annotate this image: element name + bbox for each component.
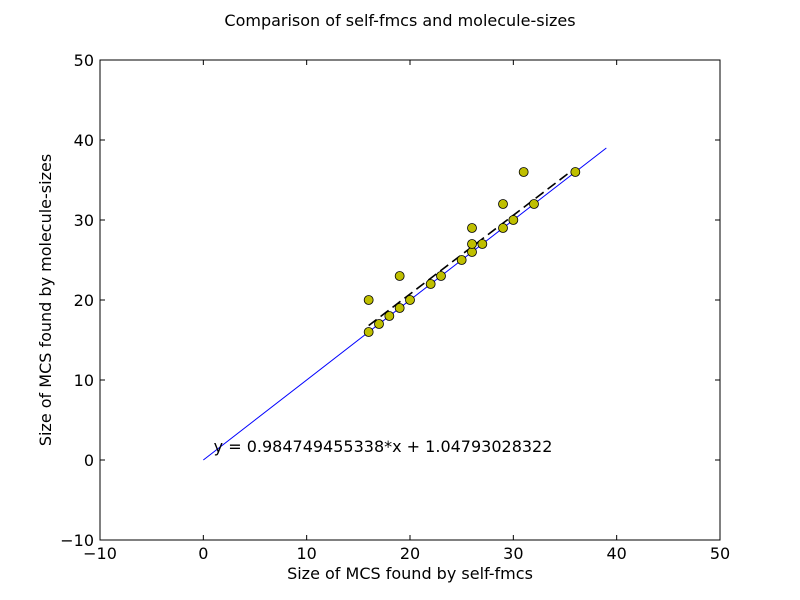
tick-layer: −10 0 10 20 30 40 50 −10 0 10 20 30 40 50 [60,51,730,563]
data-point [436,271,446,281]
y-tick-label: 30 [74,211,94,230]
y-tick-label: 20 [74,291,94,310]
line-layer [203,147,607,461]
data-point [405,295,415,305]
data-point [508,215,519,225]
x-tick-label: 10 [296,544,316,563]
data-point [363,327,374,337]
data-point [518,167,529,177]
x-tick-label: 30 [503,544,523,563]
x-tick-label: 50 [710,544,730,563]
y-tick-label: 10 [74,371,94,390]
data-point [394,303,405,313]
identity-line [203,147,607,461]
data-point [467,223,477,233]
y-tick-label: 50 [74,51,94,70]
x-tick-label: 20 [400,544,420,563]
x-axis-label: Size of MCS found by self-fmcs [287,564,533,583]
y-tick-label: 40 [74,131,94,150]
data-point [425,279,436,289]
data-point [467,239,477,249]
data-point [529,199,539,209]
x-tick-label: 0 [198,544,208,563]
data-point [498,223,508,233]
data-point [570,167,581,177]
chart-title: Comparison of self-fmcs and molecule-siz… [224,11,575,30]
point-layer [363,167,581,337]
data-point [394,271,405,281]
y-axis-label: Size of MCS found by molecule-sizes [36,154,55,446]
x-tick-label: −10 [83,544,117,563]
data-point [363,295,374,305]
y-tick-label: −10 [60,531,94,550]
data-point [477,239,488,249]
data-point [374,319,384,329]
y-tick-label: 0 [84,451,94,470]
data-point [456,255,467,265]
data-point [384,311,395,321]
data-point [498,199,508,209]
x-tick-label: 40 [606,544,626,563]
fit-equation-annotation: y = 0.984749455338*x + 1.04793028322 [214,437,553,456]
